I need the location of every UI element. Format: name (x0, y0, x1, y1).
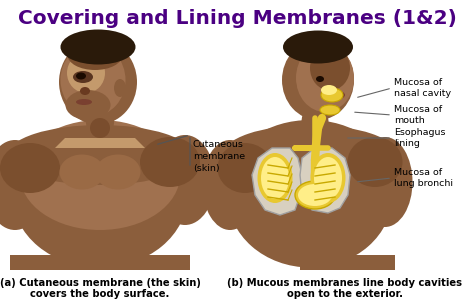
Ellipse shape (228, 123, 392, 268)
Ellipse shape (310, 153, 346, 203)
Text: Mucosa of
lung bronchi: Mucosa of lung bronchi (394, 168, 453, 188)
Ellipse shape (61, 30, 136, 65)
Ellipse shape (73, 71, 93, 83)
Ellipse shape (95, 155, 140, 190)
Ellipse shape (0, 143, 60, 193)
Ellipse shape (0, 140, 45, 230)
Ellipse shape (298, 184, 332, 206)
Ellipse shape (76, 99, 92, 105)
Ellipse shape (86, 104, 114, 140)
Ellipse shape (76, 72, 86, 80)
Ellipse shape (65, 90, 110, 120)
Ellipse shape (296, 44, 354, 112)
Polygon shape (300, 255, 395, 270)
Ellipse shape (140, 137, 200, 187)
Ellipse shape (283, 77, 297, 97)
Ellipse shape (301, 104, 328, 140)
Ellipse shape (67, 40, 122, 70)
Ellipse shape (282, 40, 354, 120)
Ellipse shape (114, 79, 126, 97)
Polygon shape (252, 148, 302, 215)
Ellipse shape (12, 123, 188, 268)
Ellipse shape (8, 125, 192, 185)
Ellipse shape (60, 155, 104, 190)
Ellipse shape (20, 120, 180, 230)
Text: open to the exterior.: open to the exterior. (287, 289, 403, 299)
Ellipse shape (233, 120, 388, 230)
Ellipse shape (155, 135, 215, 225)
Ellipse shape (316, 76, 324, 82)
Ellipse shape (321, 85, 337, 95)
Text: covers the body surface.: covers the body surface. (30, 289, 170, 299)
Ellipse shape (90, 118, 110, 138)
Ellipse shape (357, 137, 412, 227)
Ellipse shape (80, 87, 90, 95)
Polygon shape (10, 255, 190, 270)
Ellipse shape (59, 39, 137, 124)
Polygon shape (300, 148, 350, 213)
Ellipse shape (222, 125, 398, 185)
Text: Covering and Lining Membranes (1&2): Covering and Lining Membranes (1&2) (18, 8, 456, 28)
Ellipse shape (61, 44, 126, 116)
Ellipse shape (310, 45, 350, 91)
Ellipse shape (67, 53, 105, 93)
Text: Cutaneous
membrane
(skin): Cutaneous membrane (skin) (193, 140, 245, 173)
Ellipse shape (261, 157, 289, 199)
Text: Esophagus
lining: Esophagus lining (394, 128, 446, 148)
Ellipse shape (202, 140, 257, 230)
Ellipse shape (320, 105, 340, 115)
Ellipse shape (257, 153, 292, 203)
Ellipse shape (314, 157, 342, 199)
Text: (b) Mucous membranes line body cavities: (b) Mucous membranes line body cavities (228, 278, 463, 288)
Ellipse shape (321, 88, 343, 102)
Text: Mucosa of
mouth: Mucosa of mouth (394, 105, 442, 125)
Ellipse shape (295, 181, 335, 209)
Polygon shape (55, 138, 145, 148)
Ellipse shape (331, 91, 345, 99)
Text: (a) Cutaneous membrane (the skin): (a) Cutaneous membrane (the skin) (0, 278, 201, 288)
Ellipse shape (347, 137, 402, 187)
Ellipse shape (218, 143, 273, 193)
Ellipse shape (283, 30, 353, 63)
Text: Mucosa of
nasal cavity: Mucosa of nasal cavity (394, 78, 451, 98)
